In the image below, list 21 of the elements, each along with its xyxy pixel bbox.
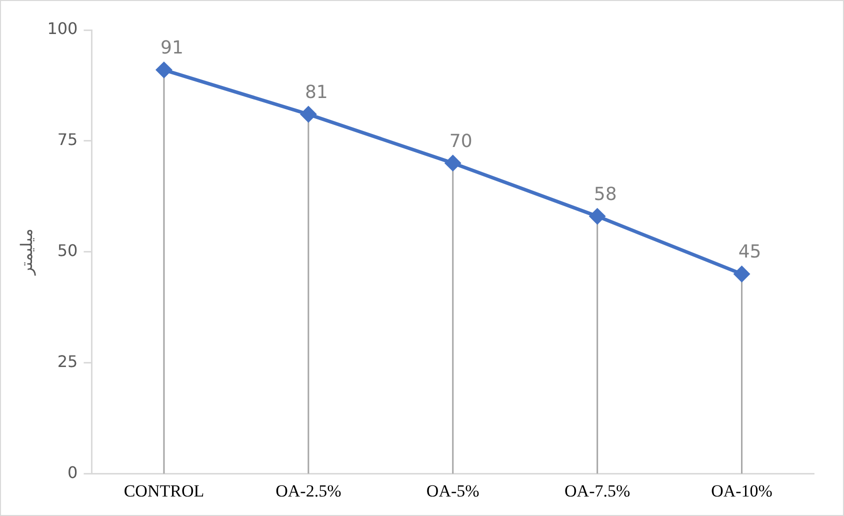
y-tick-label: 0: [68, 462, 78, 482]
data-label: 70: [449, 130, 472, 152]
point: [734, 266, 750, 282]
point: [156, 62, 172, 78]
point: [445, 155, 461, 171]
x-tick-label: OA-10%: [711, 481, 772, 500]
data-label: 91: [160, 38, 184, 59]
y-tick-label: 100: [47, 19, 78, 38]
data-label: 45: [738, 242, 762, 263]
x-tick-label: OA-2.5%: [276, 481, 342, 500]
x-tick-label: OA-7.5%: [564, 481, 630, 500]
point: [300, 106, 316, 122]
y-tick-label: 25: [57, 352, 78, 371]
data-label: 58: [594, 184, 617, 205]
x-tick-label: CONTROL: [124, 481, 204, 500]
x-tick-label: OA-5%: [426, 481, 480, 500]
y-tick-label: 75: [57, 130, 78, 150]
data-label: 81: [304, 82, 328, 103]
y-tick-label: 50: [57, 240, 78, 260]
point: [590, 208, 606, 224]
y-axis-title: میلیمتر: [16, 228, 36, 276]
